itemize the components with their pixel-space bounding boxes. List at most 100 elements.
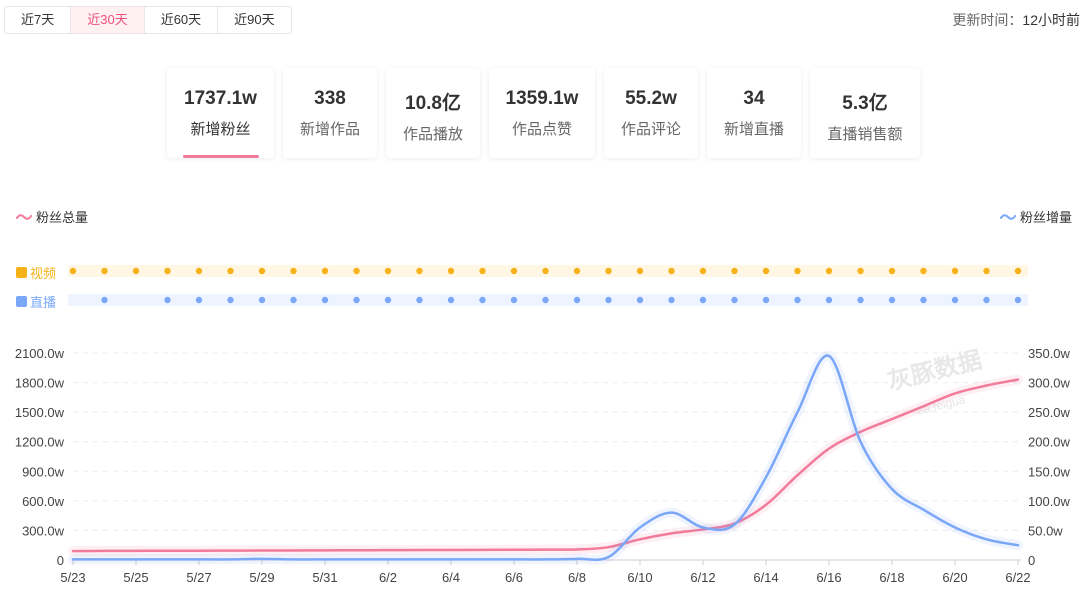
left-tick-label: 300.0w <box>22 523 65 538</box>
stat-card[interactable]: 338 新增作品 <box>283 68 377 158</box>
x-tick-label: 6/2 <box>379 570 397 585</box>
stat-label: 新增直播 <box>723 121 784 138</box>
track-dot <box>542 267 549 275</box>
stat-card[interactable]: 55.2w 作品评论 <box>604 68 698 158</box>
track-dot <box>101 296 108 304</box>
left-tick-label: 2100.0w <box>15 346 65 361</box>
wave-icon <box>999 213 1016 220</box>
stat-label: 作品播放 <box>402 126 463 143</box>
right-tick-label: 350.0w <box>1028 346 1071 361</box>
stat-label: 新增粉丝 <box>190 121 251 138</box>
stat-value: 10.8亿 <box>405 93 461 114</box>
legend-total-fans-label: 粉丝总量 <box>36 210 89 225</box>
track-dot <box>227 296 234 304</box>
left-tick-label: 1800.0w <box>15 376 65 391</box>
track-dot <box>951 267 959 275</box>
stat-label: 作品点赞 <box>511 121 572 138</box>
track-dot <box>825 267 833 275</box>
track-label-live-text: 直播 <box>30 295 57 310</box>
track-dot <box>636 267 644 275</box>
stat-value: 1737.1w <box>184 88 257 109</box>
track-label-video-text: 视频 <box>30 266 57 281</box>
x-tick-label: 6/20 <box>942 570 967 585</box>
track-dot <box>542 296 549 304</box>
stat-card[interactable]: 10.8亿作品播放 <box>386 68 480 158</box>
track-dot <box>69 267 77 275</box>
x-tick-label: 6/6 <box>505 570 523 585</box>
track-label-live: 直播 <box>16 292 56 311</box>
right-tick-label: 0 <box>1028 553 1035 568</box>
track-dot <box>416 267 423 275</box>
track-dot <box>668 267 675 275</box>
x-tick-label: 6/4 <box>442 570 460 585</box>
track-dot <box>983 267 990 275</box>
track-dot <box>101 267 108 275</box>
track-dot <box>321 267 329 275</box>
x-tick-label: 6/12 <box>690 570 715 585</box>
tab-90d[interactable]: 近90天 <box>234 12 275 27</box>
fans-chart: 0 0 300.0w 50.0w 600.0w 100.0w 900.0w 150.0w 120… <box>15 265 1071 585</box>
track-dot <box>699 267 707 275</box>
track-dot <box>195 267 203 275</box>
left-tick-label: 1200.0w <box>15 435 65 450</box>
track-dot <box>321 296 329 304</box>
right-tick-label: 150.0w <box>1028 464 1071 479</box>
track-dot <box>447 267 455 275</box>
active-underline <box>182 155 259 158</box>
track-dot <box>1014 267 1022 275</box>
stat-card[interactable]: 1359.1w 作品点赞 <box>489 68 595 158</box>
track-dot <box>479 296 486 304</box>
right-tick-label: 50.0w <box>1028 523 1063 538</box>
track-dot <box>195 296 203 304</box>
left-tick-label: 900.0w <box>22 464 65 479</box>
stat-card[interactable]: 1737.1w 新增粉丝 <box>167 68 274 158</box>
track-dot <box>605 296 612 304</box>
track-dot <box>290 296 297 304</box>
track-dot <box>573 267 581 275</box>
track-dot <box>605 267 612 275</box>
track-dot <box>636 296 644 304</box>
track-dot <box>353 267 360 275</box>
stat-value: 5.3亿 <box>842 93 888 114</box>
x-tick-label: 6/10 <box>627 570 652 585</box>
track-dot <box>794 296 801 304</box>
track-dot <box>888 267 896 275</box>
legend-total-fans[interactable]: 粉丝总量 <box>16 207 88 226</box>
track-dot <box>416 296 423 304</box>
track-dot <box>258 267 266 275</box>
series-total-fans <box>71 378 1020 553</box>
stat-value: 34 <box>743 88 765 109</box>
stat-card[interactable]: 5.3亿直播销售额 <box>810 68 920 158</box>
track-dot <box>290 267 297 275</box>
tab-30d[interactable]: 近30天 <box>71 7 145 33</box>
x-tick-label: 5/23 <box>60 570 85 585</box>
stat-value: 1359.1w <box>505 88 579 109</box>
track-dot <box>762 267 770 275</box>
track-dot <box>731 296 738 304</box>
stat-label: 直播销售额 <box>827 126 903 143</box>
tab-7d[interactable]: 近7天 <box>5 7 72 33</box>
left-tick-label: 1500.0w <box>15 405 65 420</box>
x-tick-label: 6/8 <box>568 570 586 585</box>
video-icon <box>16 267 27 278</box>
right-tick-label: 300.0w <box>1028 376 1071 391</box>
track-dot <box>1014 296 1022 304</box>
track-dot <box>825 296 833 304</box>
stat-cards: 1737.1w 新增粉丝 338 新增作品 10.8亿 作品播放 1359.1w 作品点赞 55… <box>167 68 920 158</box>
stat-label: 新增作品 <box>299 121 360 138</box>
update-time: 更新时间：12小时前 <box>952 10 1080 30</box>
track-dot <box>447 296 455 304</box>
legend-fans-increase[interactable]: 粉丝增量 <box>999 207 1072 226</box>
track-label-video: 视频 <box>16 263 56 282</box>
track-dot <box>888 296 896 304</box>
track-dot <box>227 267 234 275</box>
left-tick-label: 600.0w <box>22 494 65 509</box>
track-dot <box>920 296 927 304</box>
stat-label: 作品评论 <box>620 121 681 138</box>
stat-card[interactable]: 34 新增直播 <box>707 68 801 158</box>
tab-60d[interactable]: 近60天 <box>145 7 219 33</box>
track-dot <box>794 267 801 275</box>
left-tick-label: 0 <box>57 553 64 568</box>
series-glow <box>68 350 1023 565</box>
track-dot <box>951 296 959 304</box>
